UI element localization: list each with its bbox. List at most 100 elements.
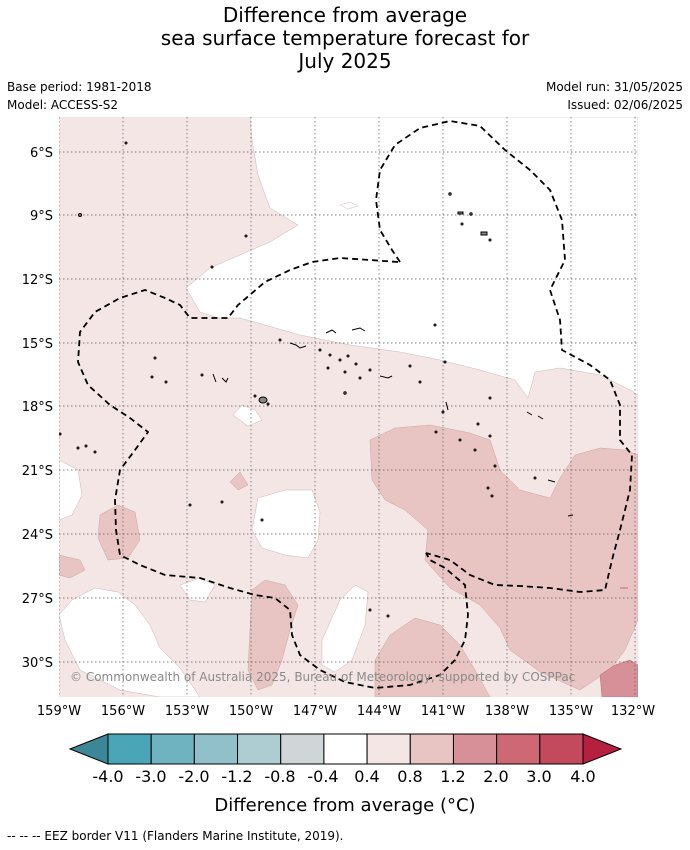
colorbar-bin: [193, 733, 239, 765]
neutral-blob-small: [232, 404, 263, 427]
island: [457, 211, 464, 215]
islands: [59, 141, 628, 618]
island: [278, 338, 282, 342]
graticule: [59, 117, 638, 697]
island: [480, 231, 488, 236]
meta-left: Base period: 1981-2018 Model: ACCESS-S2: [7, 78, 152, 114]
colorbar-tick: 3.0: [526, 767, 551, 786]
lon-label: 150°W: [229, 704, 273, 719]
colorbar-tick: 4.0: [570, 767, 595, 786]
lon-label: 135°W: [549, 704, 593, 719]
colorbar-bin: [280, 733, 325, 765]
island: [486, 486, 490, 490]
eez-border-marquesas: [375, 120, 633, 593]
colorbar-tick: 2.0: [483, 767, 508, 786]
colorbar-bins: [107, 733, 584, 765]
lat-label: 24°S: [22, 528, 53, 543]
island: [343, 391, 347, 395]
island: [164, 380, 168, 384]
island: [537, 415, 544, 420]
neutral-blob-islet: [339, 201, 359, 210]
island: [328, 353, 332, 357]
colorbar-ticks: -4.0 -3.0 -2.0 -1.2 -0.8 -0.4 0.4 0.8 1.…: [92, 767, 595, 786]
colorbar: -4.0 -3.0 -2.0 -1.2 -0.8 -0.4 0.4 0.8 1.…: [68, 733, 623, 816]
colorbar-tick: -1.2: [221, 767, 252, 786]
lon-label: 159°W: [37, 704, 81, 719]
island: [260, 518, 264, 522]
island: [354, 362, 358, 366]
hot-region-south-east: [599, 659, 638, 697]
colorbar-bin: [237, 733, 282, 765]
island: [244, 234, 248, 238]
island: [338, 358, 342, 362]
island: [490, 494, 494, 498]
lon-label: 153°W: [165, 704, 209, 719]
colorbar-tick: 1.2: [440, 767, 465, 786]
warm-region-east: [369, 424, 638, 691]
island: [460, 222, 464, 226]
colorbar-tick: 0.8: [397, 767, 422, 786]
island: [386, 614, 390, 618]
colorbar-low-extend: [68, 733, 109, 765]
island: [473, 448, 477, 452]
island: [220, 500, 224, 504]
island: [533, 476, 537, 480]
lat-label: 15°S: [22, 337, 53, 352]
island: [200, 373, 204, 377]
lat-label: 27°S: [22, 592, 53, 607]
neutral-region-north: [185, 117, 638, 399]
island: [188, 503, 192, 507]
warm-region-small: [229, 471, 249, 491]
island: [476, 422, 480, 426]
colorbar-bin: [409, 733, 454, 765]
neutral-blob-south-west: [59, 587, 201, 697]
model-run: Model run: 31/05/2025: [545, 80, 683, 94]
island: [351, 327, 366, 332]
island: [469, 212, 473, 216]
warm-region-south: [374, 617, 491, 697]
lon-label: 156°W: [101, 704, 145, 719]
island: [458, 438, 462, 442]
island: [93, 450, 97, 454]
copyright-notice: © Commonwealth of Australia 2025, Bureau…: [70, 670, 575, 684]
island: [76, 446, 80, 450]
neutral-blob-tiny: [179, 577, 216, 603]
island: [258, 396, 268, 404]
island: [212, 373, 217, 383]
lon-label: 144°W: [357, 704, 401, 719]
island: [124, 141, 128, 145]
colorbar-tick: -2.0: [178, 767, 209, 786]
eez-footnote: -- -- -- EEZ border V11 (Flanders Marine…: [7, 829, 344, 843]
colorbar-label: Difference from average (°C): [214, 795, 475, 816]
neutral-blob-west: [59, 459, 83, 521]
colorbar-tick: -3.0: [135, 767, 166, 786]
colorbar-bin: [539, 733, 584, 765]
meta-right: Model run: 31/05/2025 Issued: 02/06/2025: [546, 78, 683, 114]
base-period: Base period: 1981-2018: [7, 80, 152, 94]
issued-date: Issued: 02/06/2025: [567, 98, 683, 112]
colorbar-bin: [150, 733, 195, 765]
island: [433, 323, 437, 327]
island: [318, 348, 322, 352]
island: [408, 364, 412, 368]
island: [488, 396, 492, 400]
colorbar-bin: [107, 733, 152, 765]
colorbar-tick: -0.8: [264, 767, 295, 786]
island: [379, 375, 393, 379]
colorbar-tick: -4.0: [92, 767, 123, 786]
island: [443, 360, 447, 364]
island: [346, 354, 350, 358]
island: [547, 479, 556, 483]
island: [448, 192, 452, 196]
lat-label: 30°S: [22, 656, 53, 671]
island: [368, 608, 372, 612]
island: [210, 265, 214, 269]
island: [221, 377, 229, 383]
longitude-labels: 159°W 156°W 153°W 150°W 147°W 144°W 141°…: [37, 704, 655, 719]
island: [358, 376, 362, 380]
lon-label: 147°W: [293, 704, 337, 719]
warm-region-west: [97, 504, 141, 561]
title-line-2: sea surface temperature forecast for: [160, 26, 530, 50]
lat-label: 18°S: [22, 400, 53, 415]
